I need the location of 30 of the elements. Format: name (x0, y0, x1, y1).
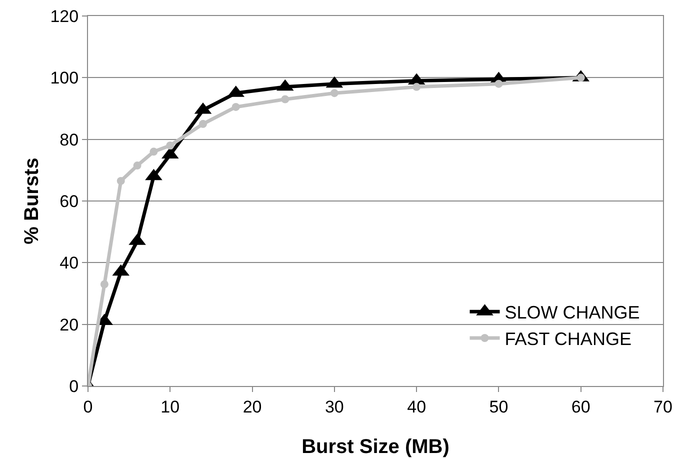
legend-label: SLOW CHANGE (504, 302, 640, 323)
y-tick-label: 80 (60, 130, 79, 150)
y-axis-title: % Bursts (21, 158, 43, 244)
point (133, 162, 142, 170)
y-tick-label: 0 (69, 376, 79, 396)
x-tick-label: 70 (654, 397, 672, 416)
y-tick-label: 20 (60, 315, 79, 334)
x-tick-label: 0 (83, 397, 93, 416)
x-axis-title: Burst Size (MB) (302, 436, 450, 458)
point (494, 80, 503, 88)
x-tick-label: 30 (324, 397, 344, 416)
y-tick-label: 120 (50, 6, 79, 26)
point (330, 89, 338, 98)
point (166, 142, 174, 150)
point (116, 176, 125, 185)
point (199, 120, 207, 128)
x-tick-label: 60 (571, 397, 590, 416)
x-tick-label: 20 (242, 397, 262, 416)
x-tick-label: 50 (489, 397, 508, 416)
point (281, 95, 290, 104)
y-tick-label: 100 (50, 68, 79, 88)
x-tick-label: 40 (407, 397, 426, 416)
legend-label: FAST CHANGE (504, 329, 632, 350)
point (150, 148, 158, 156)
point (232, 102, 240, 111)
y-tick-label: 60 (60, 192, 79, 211)
point (412, 82, 421, 91)
x-tick-label: 10 (160, 397, 180, 416)
point (100, 280, 108, 288)
y-tick-label: 40 (60, 254, 79, 273)
